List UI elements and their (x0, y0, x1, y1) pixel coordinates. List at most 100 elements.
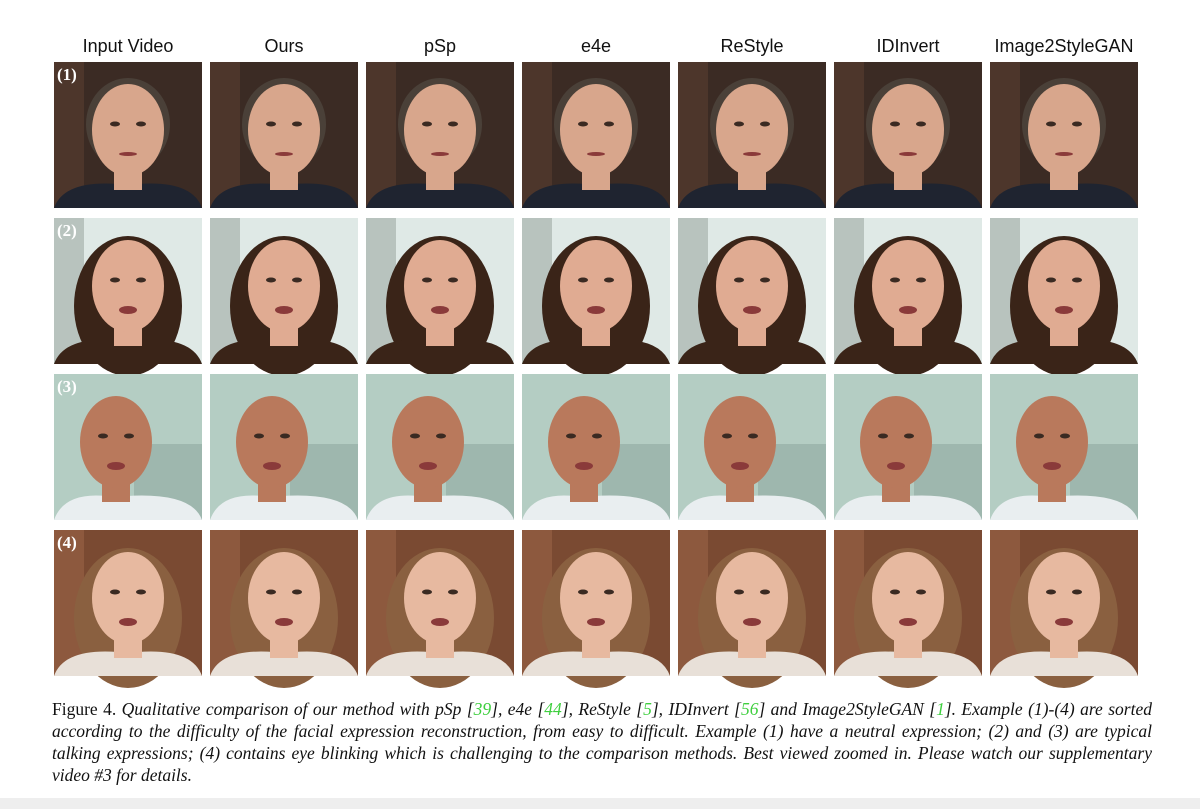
eye (566, 433, 576, 439)
page-edge (0, 798, 1200, 809)
image-background-detail (990, 62, 1020, 208)
eye (1072, 277, 1082, 283)
shoulders (522, 183, 670, 208)
caption-text: ], IDInvert [ (651, 699, 741, 719)
eye (422, 277, 432, 283)
caption-body: Qualitative comparison of our method wit… (52, 699, 1152, 785)
shoulders (834, 339, 982, 364)
face (236, 396, 308, 488)
eye (110, 121, 120, 127)
face (248, 240, 320, 332)
face (560, 552, 632, 644)
citation[interactable]: 44 (544, 699, 562, 719)
shoulders (678, 495, 826, 520)
eye (760, 589, 770, 595)
shoulders (678, 339, 826, 364)
citation[interactable]: 39 (473, 699, 492, 719)
eye (890, 121, 900, 127)
eye (578, 121, 588, 127)
caption-text: ] and Image2StyleGAN [ (758, 699, 937, 719)
mouth (743, 152, 761, 156)
face (872, 240, 944, 332)
shoulders (54, 183, 202, 208)
face (92, 84, 164, 176)
face-image (678, 374, 826, 520)
eye (604, 589, 614, 595)
eye (578, 589, 588, 595)
citation[interactable]: 5 (643, 699, 652, 719)
mouth (587, 618, 605, 626)
eye (916, 121, 926, 127)
eye (110, 277, 120, 283)
face (1028, 84, 1100, 176)
column-header: Image2StyleGAN (994, 36, 1133, 56)
face-image (366, 530, 514, 688)
shoulders (834, 183, 982, 208)
face-image (54, 530, 202, 688)
eye (1046, 277, 1056, 283)
column-header: ReStyle (720, 36, 783, 56)
caption-text: ]. Example (1)-(4) are sorted according … (52, 699, 1152, 785)
mouth (419, 462, 437, 470)
caption-text: ], ReStyle [ (561, 699, 644, 719)
eye (1072, 121, 1082, 127)
mouth (431, 152, 449, 156)
mouth (1055, 618, 1073, 626)
image-background-detail (834, 62, 864, 208)
face-image (366, 218, 514, 376)
face (248, 552, 320, 644)
row-label: (1) (57, 65, 77, 84)
citation[interactable]: 56 (740, 699, 759, 719)
image-background-detail (678, 62, 708, 208)
mouth (431, 306, 449, 314)
face (392, 396, 464, 488)
shoulders (678, 183, 826, 208)
face (872, 84, 944, 176)
shoulders (366, 339, 514, 364)
figure-caption: Figure 4. Qualitative comparison of our … (52, 698, 1152, 786)
face-image (54, 62, 202, 208)
mouth (587, 152, 605, 156)
shoulders (366, 651, 514, 676)
face (1028, 240, 1100, 332)
face-image (54, 374, 202, 520)
eye (916, 277, 926, 283)
citation[interactable]: 1 (936, 699, 945, 719)
face-image (990, 374, 1138, 520)
eye (266, 277, 276, 283)
face-image (522, 218, 670, 376)
row-label: (3) (57, 377, 77, 396)
mouth (887, 462, 905, 470)
shoulders (990, 183, 1138, 208)
eye (890, 277, 900, 283)
mouth (107, 462, 125, 470)
face (560, 240, 632, 332)
eye (592, 433, 602, 439)
mouth (899, 152, 917, 156)
face-image (834, 530, 982, 688)
eye (1060, 433, 1070, 439)
column-header: e4e (581, 36, 611, 56)
face-image (210, 218, 358, 376)
caption-text: ], e4e [ (491, 699, 545, 719)
shoulders (210, 495, 358, 520)
eye (722, 433, 732, 439)
mouth (575, 462, 593, 470)
shoulders (834, 495, 982, 520)
face (404, 84, 476, 176)
face-image (366, 374, 514, 520)
eye (1034, 433, 1044, 439)
eye (760, 277, 770, 283)
mouth (275, 618, 293, 626)
row-label: (4) (57, 533, 77, 552)
shoulders (678, 651, 826, 676)
eye (98, 433, 108, 439)
face (1028, 552, 1100, 644)
shoulders (834, 651, 982, 676)
eye (136, 121, 146, 127)
mouth (119, 306, 137, 314)
face-image (522, 530, 670, 688)
image-background-detail (54, 62, 84, 208)
eye (280, 433, 290, 439)
